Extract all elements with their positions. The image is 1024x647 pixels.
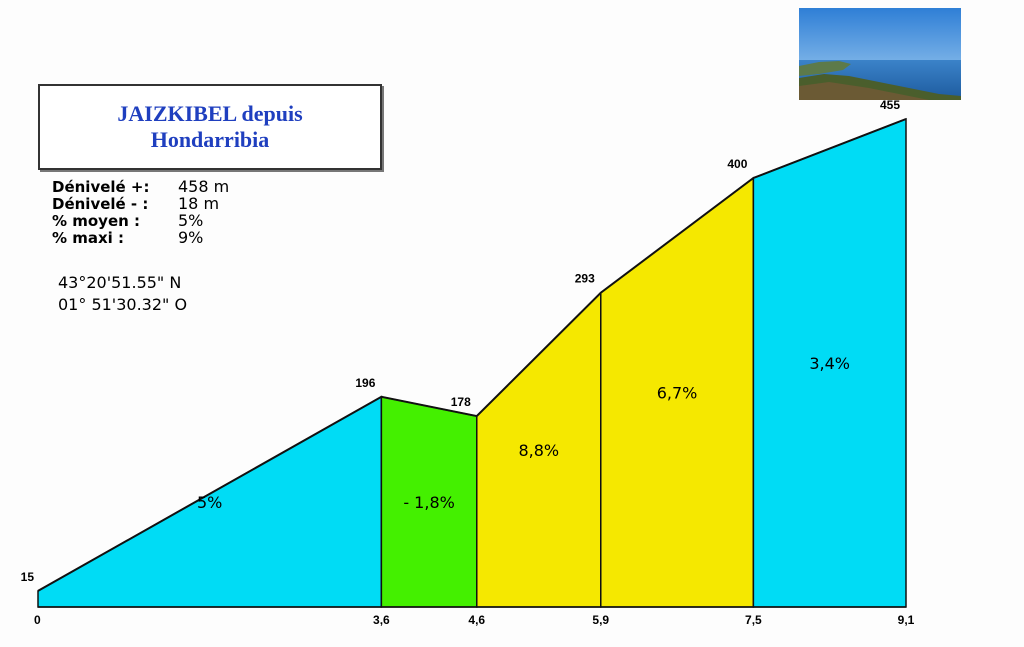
gradient-label-1: - 1,8% (403, 493, 455, 512)
altitude-label-5: 455 (880, 98, 900, 112)
altitude-label-2: 178 (451, 395, 471, 409)
stat-value: 5% (178, 211, 204, 230)
stat-value: 458 m (178, 177, 230, 196)
landscape-photo (799, 8, 961, 100)
title-box: JAIZKIBEL depuis Hondarribia (38, 84, 382, 170)
stat-value: 9% (178, 228, 204, 247)
distance-label-5: 9,1 (898, 613, 915, 627)
distance-label-2: 4,6 (468, 613, 485, 627)
stat-row-climb: Dénivelé +: 458 m (52, 177, 230, 196)
distance-label-3: 5,9 (592, 613, 609, 627)
altitude-label-0: 15 (21, 570, 35, 584)
gradient-label-3: 6,7% (657, 383, 698, 402)
altitude-label-1: 196 (355, 376, 375, 390)
longitude: 01° 51'30.32" O (58, 295, 188, 314)
gradient-label-0: 5% (197, 493, 222, 512)
profile-line (37, 118, 907, 592)
title-line-1: JAIZKIBEL depuis (117, 101, 303, 126)
gradient-label-4: 3,4% (809, 354, 850, 373)
gradient-label-2: 8,8% (518, 441, 559, 460)
title-line-2: Hondarribia (150, 127, 270, 152)
coastline-photo-icon (799, 8, 961, 100)
coordinates: 43°20'51.55" N 01° 51'30.32" O (58, 272, 187, 316)
stat-label: % moyen : (52, 212, 141, 230)
altitude-label-3: 293 (575, 272, 595, 286)
distance-label-0: 0 (34, 613, 41, 627)
distance-label-4: 7,5 (745, 613, 762, 627)
stat-row-max-grade: % maxi : 9% (52, 228, 229, 247)
stat-row-descent: Dénivelé - : 18 m (52, 194, 229, 213)
distance-label-1: 3,6 (373, 613, 390, 627)
stat-label: Dénivelé +: (52, 178, 150, 196)
stat-label: % maxi : (52, 229, 125, 247)
latitude: 43°20'51.55" N (58, 273, 182, 292)
altitude-label-4: 400 (727, 157, 747, 171)
stats-block: Dénivelé +: 458 m Dénivelé - : 18 m % moy… (52, 177, 230, 247)
stat-value: 18 m (178, 194, 220, 213)
stat-label: Dénivelé - : (52, 195, 149, 213)
stat-row-average-grade: % moyen : 5% (52, 211, 229, 230)
